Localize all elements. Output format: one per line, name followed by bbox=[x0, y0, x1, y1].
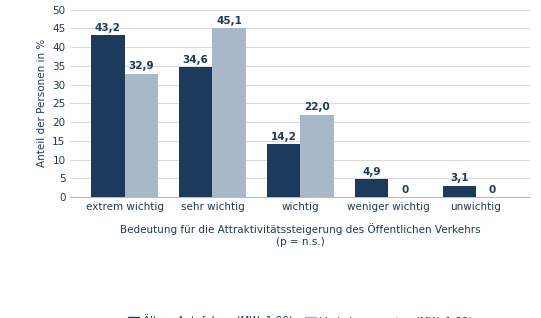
Bar bbox=[355, 179, 388, 197]
Bar bbox=[124, 74, 158, 197]
Text: 34,6: 34,6 bbox=[183, 55, 209, 65]
Text: 3,1: 3,1 bbox=[450, 173, 469, 183]
Bar bbox=[91, 35, 124, 197]
Bar bbox=[300, 114, 334, 197]
Text: 0: 0 bbox=[401, 185, 408, 195]
Text: 4,9: 4,9 bbox=[362, 167, 381, 176]
Text: 45,1: 45,1 bbox=[216, 16, 242, 26]
X-axis label: Bedeutung für die Attraktivitätssteigerung des Öffentlichen Verkehrs
(p = n.s.): Bedeutung für die Attraktivitätssteigeru… bbox=[120, 223, 480, 247]
Bar bbox=[213, 28, 246, 197]
Text: 0: 0 bbox=[489, 185, 496, 195]
Text: 14,2: 14,2 bbox=[270, 132, 296, 142]
Text: 43,2: 43,2 bbox=[95, 23, 121, 33]
Bar bbox=[443, 185, 476, 197]
Text: 32,9: 32,9 bbox=[128, 61, 154, 72]
Legend: Ältere Autofahrer (MW: 1,90), Verkehrsexperten (MW: 1,89): Ältere Autofahrer (MW: 1,90), Verkehrsex… bbox=[124, 311, 477, 318]
Text: 22,0: 22,0 bbox=[304, 102, 330, 112]
Bar bbox=[267, 144, 300, 197]
Y-axis label: Anteil der Personen in %: Anteil der Personen in % bbox=[37, 39, 47, 168]
Bar bbox=[179, 67, 213, 197]
